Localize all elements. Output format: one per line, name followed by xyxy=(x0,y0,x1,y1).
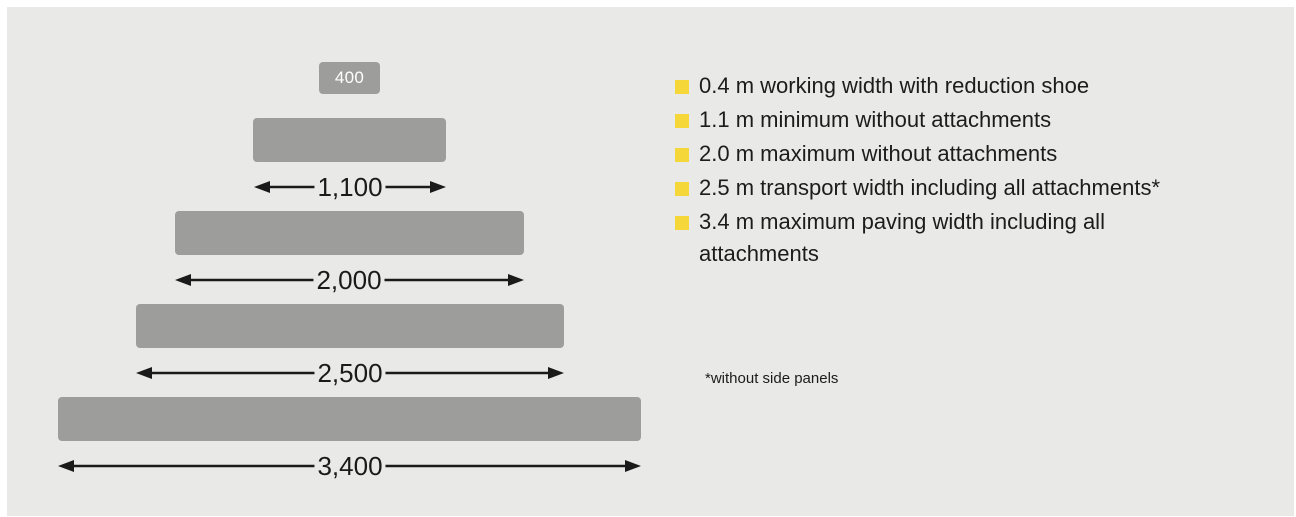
arrow-head-left-icon xyxy=(58,460,74,472)
width-bar-3400 xyxy=(58,397,641,441)
legend-item-label: 0.4 m working width with reduction shoe xyxy=(699,73,1090,98)
legend-item-label: 2.5 m transport width including all atta… xyxy=(699,175,1161,200)
width-bar-1100 xyxy=(253,118,446,162)
legend-item-label: 3.4 m maximum paving width including all… xyxy=(699,209,1105,266)
bullet-square-icon xyxy=(675,182,689,196)
bullet-square-icon xyxy=(675,114,689,128)
bullet-square-icon xyxy=(675,216,689,230)
dimension-label-2500: 2,500 xyxy=(314,358,386,388)
arrow-head-right-icon xyxy=(508,274,524,286)
legend-item: 0.4 m working width with reduction shoe xyxy=(675,70,1239,102)
dimension-label-1100: 1,100 xyxy=(314,172,386,202)
legend: 0.4 m working width with reduction shoe … xyxy=(675,70,1239,272)
arrow-head-left-icon xyxy=(175,274,191,286)
legend-item: 1.1 m minimum without attachments xyxy=(675,104,1239,136)
width-bar-2500 xyxy=(136,304,564,348)
legend-item: 3.4 m maximum paving width including all… xyxy=(675,206,1199,270)
arrow-head-right-icon xyxy=(625,460,641,472)
arrow-head-left-icon xyxy=(136,367,152,379)
legend-item: 2.0 m maximum without attachments xyxy=(675,138,1239,170)
width-bar-2000 xyxy=(175,211,524,255)
legend-item-label: 2.0 m maximum without attachments xyxy=(699,141,1058,166)
dimension-label-3400: 3,400 xyxy=(314,451,386,481)
dimension-label-2000: 2,000 xyxy=(313,265,385,295)
footnote: *without side panels xyxy=(705,370,839,387)
legend-item: 2.5 m transport width including all atta… xyxy=(675,172,1239,204)
arrow-head-right-icon xyxy=(430,181,446,193)
legend-item-label: 1.1 m minimum without attachments xyxy=(699,107,1052,132)
width-400-badge: 400 xyxy=(319,62,380,94)
bullet-square-icon xyxy=(675,148,689,162)
bullet-square-icon xyxy=(675,80,689,94)
arrow-head-left-icon xyxy=(254,181,270,193)
arrow-head-right-icon xyxy=(548,367,564,379)
